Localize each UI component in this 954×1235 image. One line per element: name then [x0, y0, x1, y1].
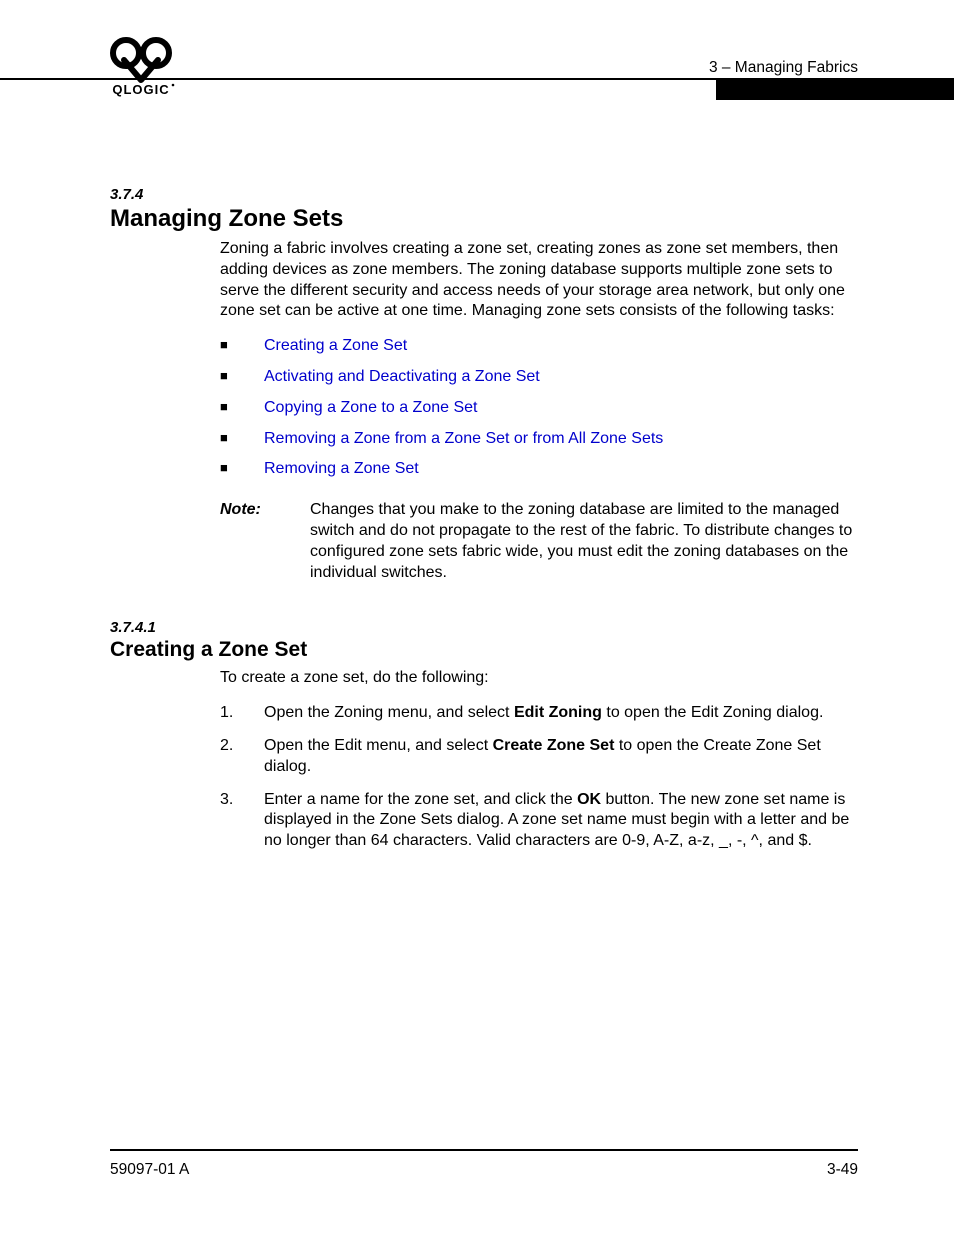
- step-item: 3. Enter a name for the zone set, and cl…: [220, 790, 858, 852]
- step-item: 2. Open the Edit menu, and select Create…: [220, 736, 858, 778]
- section-title-2: Creating a Zone Set: [110, 638, 858, 662]
- xref-link[interactable]: Copying a Zone to a Zone Set: [264, 398, 477, 419]
- header-blackbar: [716, 80, 954, 100]
- note-text: Changes that you make to the zoning data…: [310, 500, 858, 583]
- footer-row: 59097-01 A 3-49: [110, 1161, 858, 1179]
- footer-pagenum: 3-49: [827, 1161, 858, 1179]
- svg-text:QLOGIC: QLOGIC: [112, 82, 169, 97]
- link-list: ■ Creating a Zone Set ■ Activating and D…: [220, 336, 858, 480]
- footer-docid: 59097-01 A: [110, 1161, 189, 1179]
- list-item: ■ Copying a Zone to a Zone Set: [220, 398, 858, 419]
- bullet-icon: ■: [220, 460, 264, 477]
- xref-link[interactable]: Creating a Zone Set: [264, 336, 407, 357]
- section-2-paragraph: To create a zone set, do the following:: [220, 668, 858, 689]
- list-item: ■ Creating a Zone Set: [220, 336, 858, 357]
- step-text: Open the Zoning menu, and select Edit Zo…: [264, 703, 858, 724]
- step-text: Enter a name for the zone set, and click…: [264, 790, 858, 852]
- footer-rule: [110, 1149, 858, 1151]
- bullet-icon: ■: [220, 399, 264, 416]
- xref-link[interactable]: Removing a Zone from a Zone Set or from …: [264, 429, 663, 450]
- list-item: ■ Removing a Zone Set: [220, 459, 858, 480]
- xref-link[interactable]: Removing a Zone Set: [264, 459, 419, 480]
- ordered-list: 1. Open the Zoning menu, and select Edit…: [220, 703, 858, 852]
- step-number: 2.: [220, 736, 264, 757]
- page: QLOGIC 3 – Managing Fabrics Zoning a Fab…: [0, 0, 954, 1235]
- list-item: ■ Removing a Zone from a Zone Set or fro…: [220, 429, 858, 450]
- list-item: ■ Activating and Deactivating a Zone Set: [220, 367, 858, 388]
- page-body: 3.7.4 Managing Zone Sets Zoning a fabric…: [110, 116, 858, 852]
- section-title-1: Managing Zone Sets: [110, 205, 858, 233]
- page-header: QLOGIC 3 – Managing Fabrics Zoning a Fab…: [110, 36, 858, 116]
- step-text: Open the Edit menu, and select Create Zo…: [264, 736, 858, 778]
- step-item: 1. Open the Zoning menu, and select Edit…: [220, 703, 858, 724]
- bullet-icon: ■: [220, 337, 264, 354]
- step-number: 1.: [220, 703, 264, 724]
- section-number-1: 3.7.4: [110, 186, 858, 203]
- bullet-icon: ■: [220, 430, 264, 447]
- qlogic-logo: QLOGIC: [104, 36, 178, 98]
- header-chapter: 3 – Managing Fabrics: [709, 58, 858, 79]
- step-number: 3.: [220, 790, 264, 811]
- section-number-2: 3.7.4.1: [110, 619, 858, 636]
- page-footer: 59097-01 A 3-49: [110, 1149, 858, 1179]
- note-block: Note: Changes that you make to the zonin…: [220, 500, 858, 583]
- note-label: Note:: [220, 500, 310, 583]
- section-1-paragraph: Zoning a fabric involves creating a zone…: [220, 239, 858, 322]
- xref-link[interactable]: Activating and Deactivating a Zone Set: [264, 367, 540, 388]
- bullet-icon: ■: [220, 368, 264, 385]
